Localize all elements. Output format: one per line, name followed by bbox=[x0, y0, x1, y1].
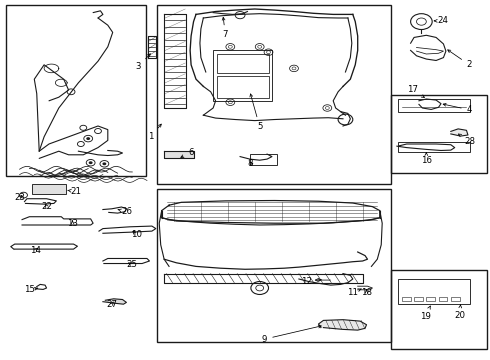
Text: 27: 27 bbox=[106, 300, 117, 309]
Bar bbox=[157, 5, 391, 184]
Text: 11: 11 bbox=[347, 288, 361, 297]
Text: 4: 4 bbox=[443, 103, 472, 114]
Polygon shape bbox=[451, 129, 468, 136]
Bar bbox=[439, 297, 447, 301]
Bar bbox=[398, 142, 470, 152]
Text: 5: 5 bbox=[250, 94, 263, 131]
Text: 10: 10 bbox=[131, 230, 142, 239]
Text: 18: 18 bbox=[361, 288, 372, 297]
Text: 7: 7 bbox=[222, 17, 228, 40]
Text: 26: 26 bbox=[118, 207, 132, 216]
Text: 2: 2 bbox=[448, 50, 472, 69]
Text: 16: 16 bbox=[421, 153, 432, 165]
Text: 28: 28 bbox=[459, 134, 475, 145]
Bar bbox=[414, 297, 423, 301]
Text: 22: 22 bbox=[41, 202, 52, 211]
Bar bbox=[391, 270, 487, 349]
Text: 8: 8 bbox=[247, 159, 253, 168]
Bar bbox=[213, 50, 272, 101]
Text: 25: 25 bbox=[127, 260, 138, 269]
Bar bbox=[157, 189, 391, 342]
Text: 24: 24 bbox=[434, 16, 448, 25]
Text: 12: 12 bbox=[301, 277, 321, 286]
Bar bbox=[217, 54, 269, 73]
Bar bbox=[398, 279, 470, 304]
Bar bbox=[250, 154, 277, 165]
Text: 17: 17 bbox=[407, 85, 424, 98]
Polygon shape bbox=[318, 320, 367, 330]
Bar bbox=[402, 297, 411, 301]
Bar bbox=[6, 5, 146, 176]
Circle shape bbox=[102, 162, 106, 165]
Bar bbox=[217, 76, 269, 98]
Bar bbox=[391, 95, 487, 173]
Circle shape bbox=[86, 137, 90, 140]
Polygon shape bbox=[103, 299, 126, 304]
Text: 6: 6 bbox=[181, 148, 194, 157]
Text: 19: 19 bbox=[420, 306, 431, 320]
Bar bbox=[398, 99, 470, 112]
Text: 21: 21 bbox=[68, 187, 81, 196]
Text: 3: 3 bbox=[135, 54, 150, 71]
Bar bbox=[451, 297, 460, 301]
Text: 23: 23 bbox=[14, 193, 25, 202]
Text: 20: 20 bbox=[454, 305, 465, 320]
Circle shape bbox=[89, 161, 93, 164]
Polygon shape bbox=[164, 151, 194, 158]
Bar bbox=[32, 184, 66, 194]
Text: 14: 14 bbox=[30, 246, 41, 255]
Bar bbox=[426, 297, 435, 301]
Text: 13: 13 bbox=[67, 219, 78, 228]
Text: 15: 15 bbox=[24, 285, 38, 294]
Text: 1: 1 bbox=[148, 124, 161, 141]
Text: 9: 9 bbox=[262, 325, 321, 343]
